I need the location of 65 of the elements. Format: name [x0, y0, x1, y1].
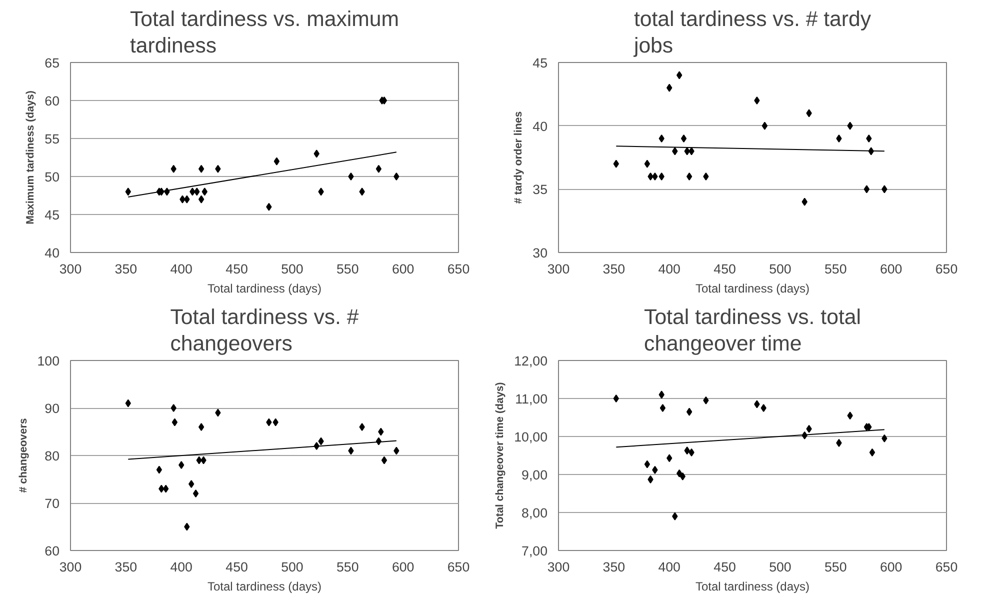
y-tick-label: 40 [44, 246, 60, 260]
y-tick-label: 8,00 [522, 506, 548, 520]
y-tick-label: 10,00 [514, 430, 548, 444]
x-tick-label: 350 [114, 262, 138, 276]
y-tick-label: 12,00 [514, 354, 548, 368]
y-tick-label: 55 [44, 132, 60, 146]
y-tick-label: 80 [44, 448, 60, 464]
x-tick-label: 300 [59, 262, 82, 276]
x-tick-label: 550 [824, 262, 847, 276]
x-tick-label: 650 [447, 262, 470, 276]
x-tick-label: 600 [392, 560, 414, 574]
chart-title: Total tardiness vs. # changeovers [170, 305, 359, 356]
y-tick-label: 30 [532, 246, 548, 260]
y-tick-label: 45 [44, 208, 60, 222]
x-axis-title: Total tardiness (days) [207, 282, 322, 296]
x-tick-label: 400 [658, 560, 680, 574]
x-tick-label: 500 [281, 560, 304, 574]
x-tick-label: 600 [880, 560, 902, 574]
x-tick-label: 500 [281, 262, 304, 276]
chart-title: total tardiness vs. # tardy jobs [632, 7, 872, 58]
chart-title: Total tardiness vs. maximum tardiness [130, 7, 400, 58]
x-tick-label: 600 [880, 262, 902, 276]
y-axis-title: # changeovers [17, 418, 30, 493]
x-tick-label: 650 [447, 560, 470, 574]
x-tick-label: 500 [769, 262, 792, 276]
y-tick-label: 60 [44, 544, 60, 558]
x-tick-label: 550 [824, 560, 847, 574]
x-tick-label: 450 [714, 262, 736, 276]
x-axis-title: Total tardiness (days) [695, 282, 810, 296]
y-axis-title: Maximum tardiness (days) [24, 90, 37, 224]
chart-title: Total tardiness vs. total changeover time [644, 305, 861, 356]
y-tick-label: 45 [532, 56, 548, 70]
x-axis-title: Total tardiness (days) [695, 580, 810, 594]
y-tick-label: 50 [44, 170, 60, 184]
x-tick-label: 300 [59, 560, 82, 574]
x-tick-label: 300 [547, 262, 570, 276]
x-tick-label: 400 [170, 560, 192, 574]
y-axis-title: # tardy order lines [512, 111, 525, 204]
y-tick-label: 70 [44, 496, 60, 511]
x-tick-label: 400 [658, 262, 680, 276]
y-tick-label: 9,00 [522, 468, 548, 482]
y-tick-label: 65 [44, 56, 60, 70]
y-tick-label: 7,00 [522, 544, 548, 558]
x-tick-label: 600 [392, 262, 414, 276]
y-tick-label: 35 [532, 182, 548, 198]
y-tick-label: 60 [44, 94, 60, 108]
x-tick-label: 400 [170, 262, 192, 276]
y-tick-label: 90 [44, 401, 60, 416]
x-tick-label: 450 [226, 560, 248, 574]
x-tick-label: 500 [769, 560, 792, 574]
x-tick-label: 550 [336, 560, 359, 574]
y-tick-label: 100 [37, 354, 60, 368]
x-tick-label: 300 [547, 560, 570, 574]
x-tick-label: 450 [226, 262, 248, 276]
y-tick-label: 11,00 [515, 392, 548, 406]
y-axis-title: Total changeover time (days) [494, 382, 506, 529]
x-tick-label: 450 [714, 560, 736, 574]
x-tick-label: 650 [935, 262, 958, 276]
x-tick-label: 350 [602, 262, 626, 276]
x-tick-label: 550 [336, 262, 359, 276]
y-tick-label: 40 [532, 118, 548, 134]
x-tick-label: 350 [114, 560, 138, 574]
x-axis-title: Total tardiness (days) [207, 580, 322, 594]
x-tick-label: 650 [935, 560, 958, 574]
x-tick-label: 350 [602, 560, 626, 574]
